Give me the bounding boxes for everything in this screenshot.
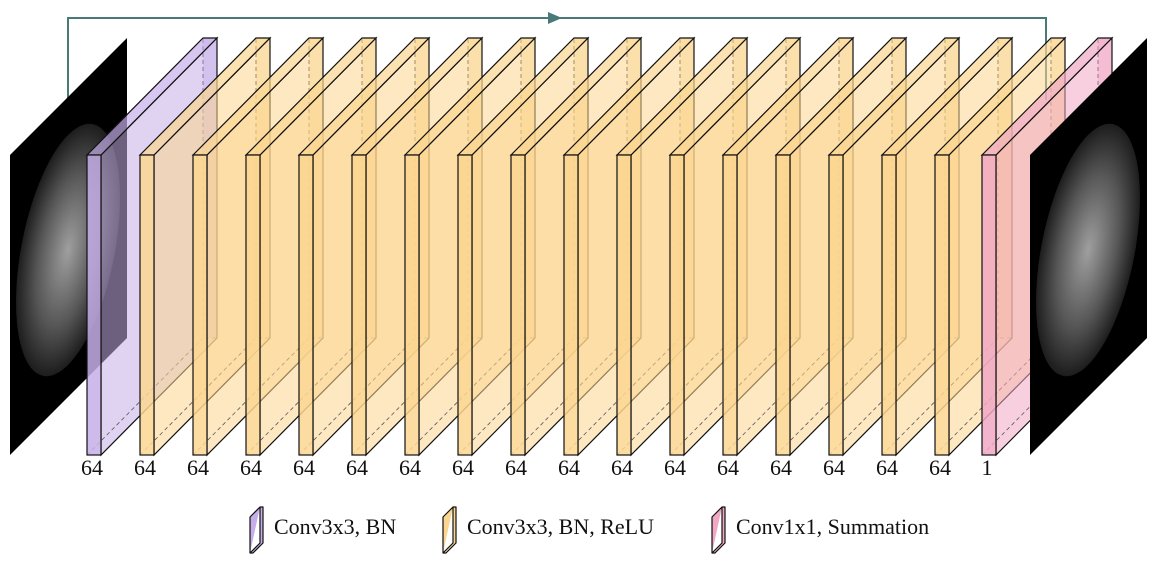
layer-label: 64 <box>664 455 686 480</box>
layer-front <box>775 154 791 456</box>
layer-front <box>563 154 579 456</box>
output-image <box>1030 38 1147 455</box>
layer-label: 64 <box>876 455 898 480</box>
layer-label: 64 <box>505 455 527 480</box>
layer-front <box>86 154 102 456</box>
legend: Conv3x3, BN Conv3x3, BN, ReLU Conv1x1, Sum… <box>249 506 929 554</box>
legend-label: Conv3x3, BN <box>274 514 396 539</box>
layer-front <box>722 154 738 456</box>
layer-label: 64 <box>187 455 209 480</box>
layer-label: 64 <box>929 455 951 480</box>
layer-front <box>351 154 367 456</box>
layer-front <box>457 154 473 456</box>
layer-label: 64 <box>823 455 845 480</box>
legend-label: Conv1x1, Summation <box>736 514 929 539</box>
layer-front <box>404 154 420 456</box>
layer-front <box>139 154 155 456</box>
layer-front <box>510 154 526 456</box>
layer-label: 64 <box>770 455 792 480</box>
layer-front <box>881 154 897 456</box>
skip-arrowhead <box>548 12 562 24</box>
layer-label: 64 <box>399 455 421 480</box>
layer-front <box>981 154 997 456</box>
layer-front <box>298 154 314 456</box>
layer-front <box>828 154 844 456</box>
layer-label: 64 <box>452 455 474 480</box>
layer-label: 1 <box>982 455 993 480</box>
layer-label: 64 <box>611 455 633 480</box>
legend-icon <box>442 506 457 554</box>
legend-icon <box>249 506 264 554</box>
layer-front <box>934 154 950 456</box>
layers: 64 64 64 64 64 64 64 64 64 64 64 64 64 64 64 64 64 1 <box>81 36 1114 480</box>
layer-label: 64 <box>134 455 156 480</box>
layer-label: 64 <box>293 455 315 480</box>
layer-front <box>669 154 685 456</box>
layer-front <box>192 154 208 456</box>
legend-icon <box>711 506 726 554</box>
layer-front <box>616 154 632 456</box>
layer-label: 64 <box>717 455 739 480</box>
legend-label: Conv3x3, BN, ReLU <box>467 514 654 539</box>
layer-front <box>245 154 261 456</box>
layer-label: 64 <box>81 455 103 480</box>
layer-label: 64 <box>346 455 368 480</box>
layer-label: 64 <box>558 455 580 480</box>
layer-label: 64 <box>240 455 262 480</box>
